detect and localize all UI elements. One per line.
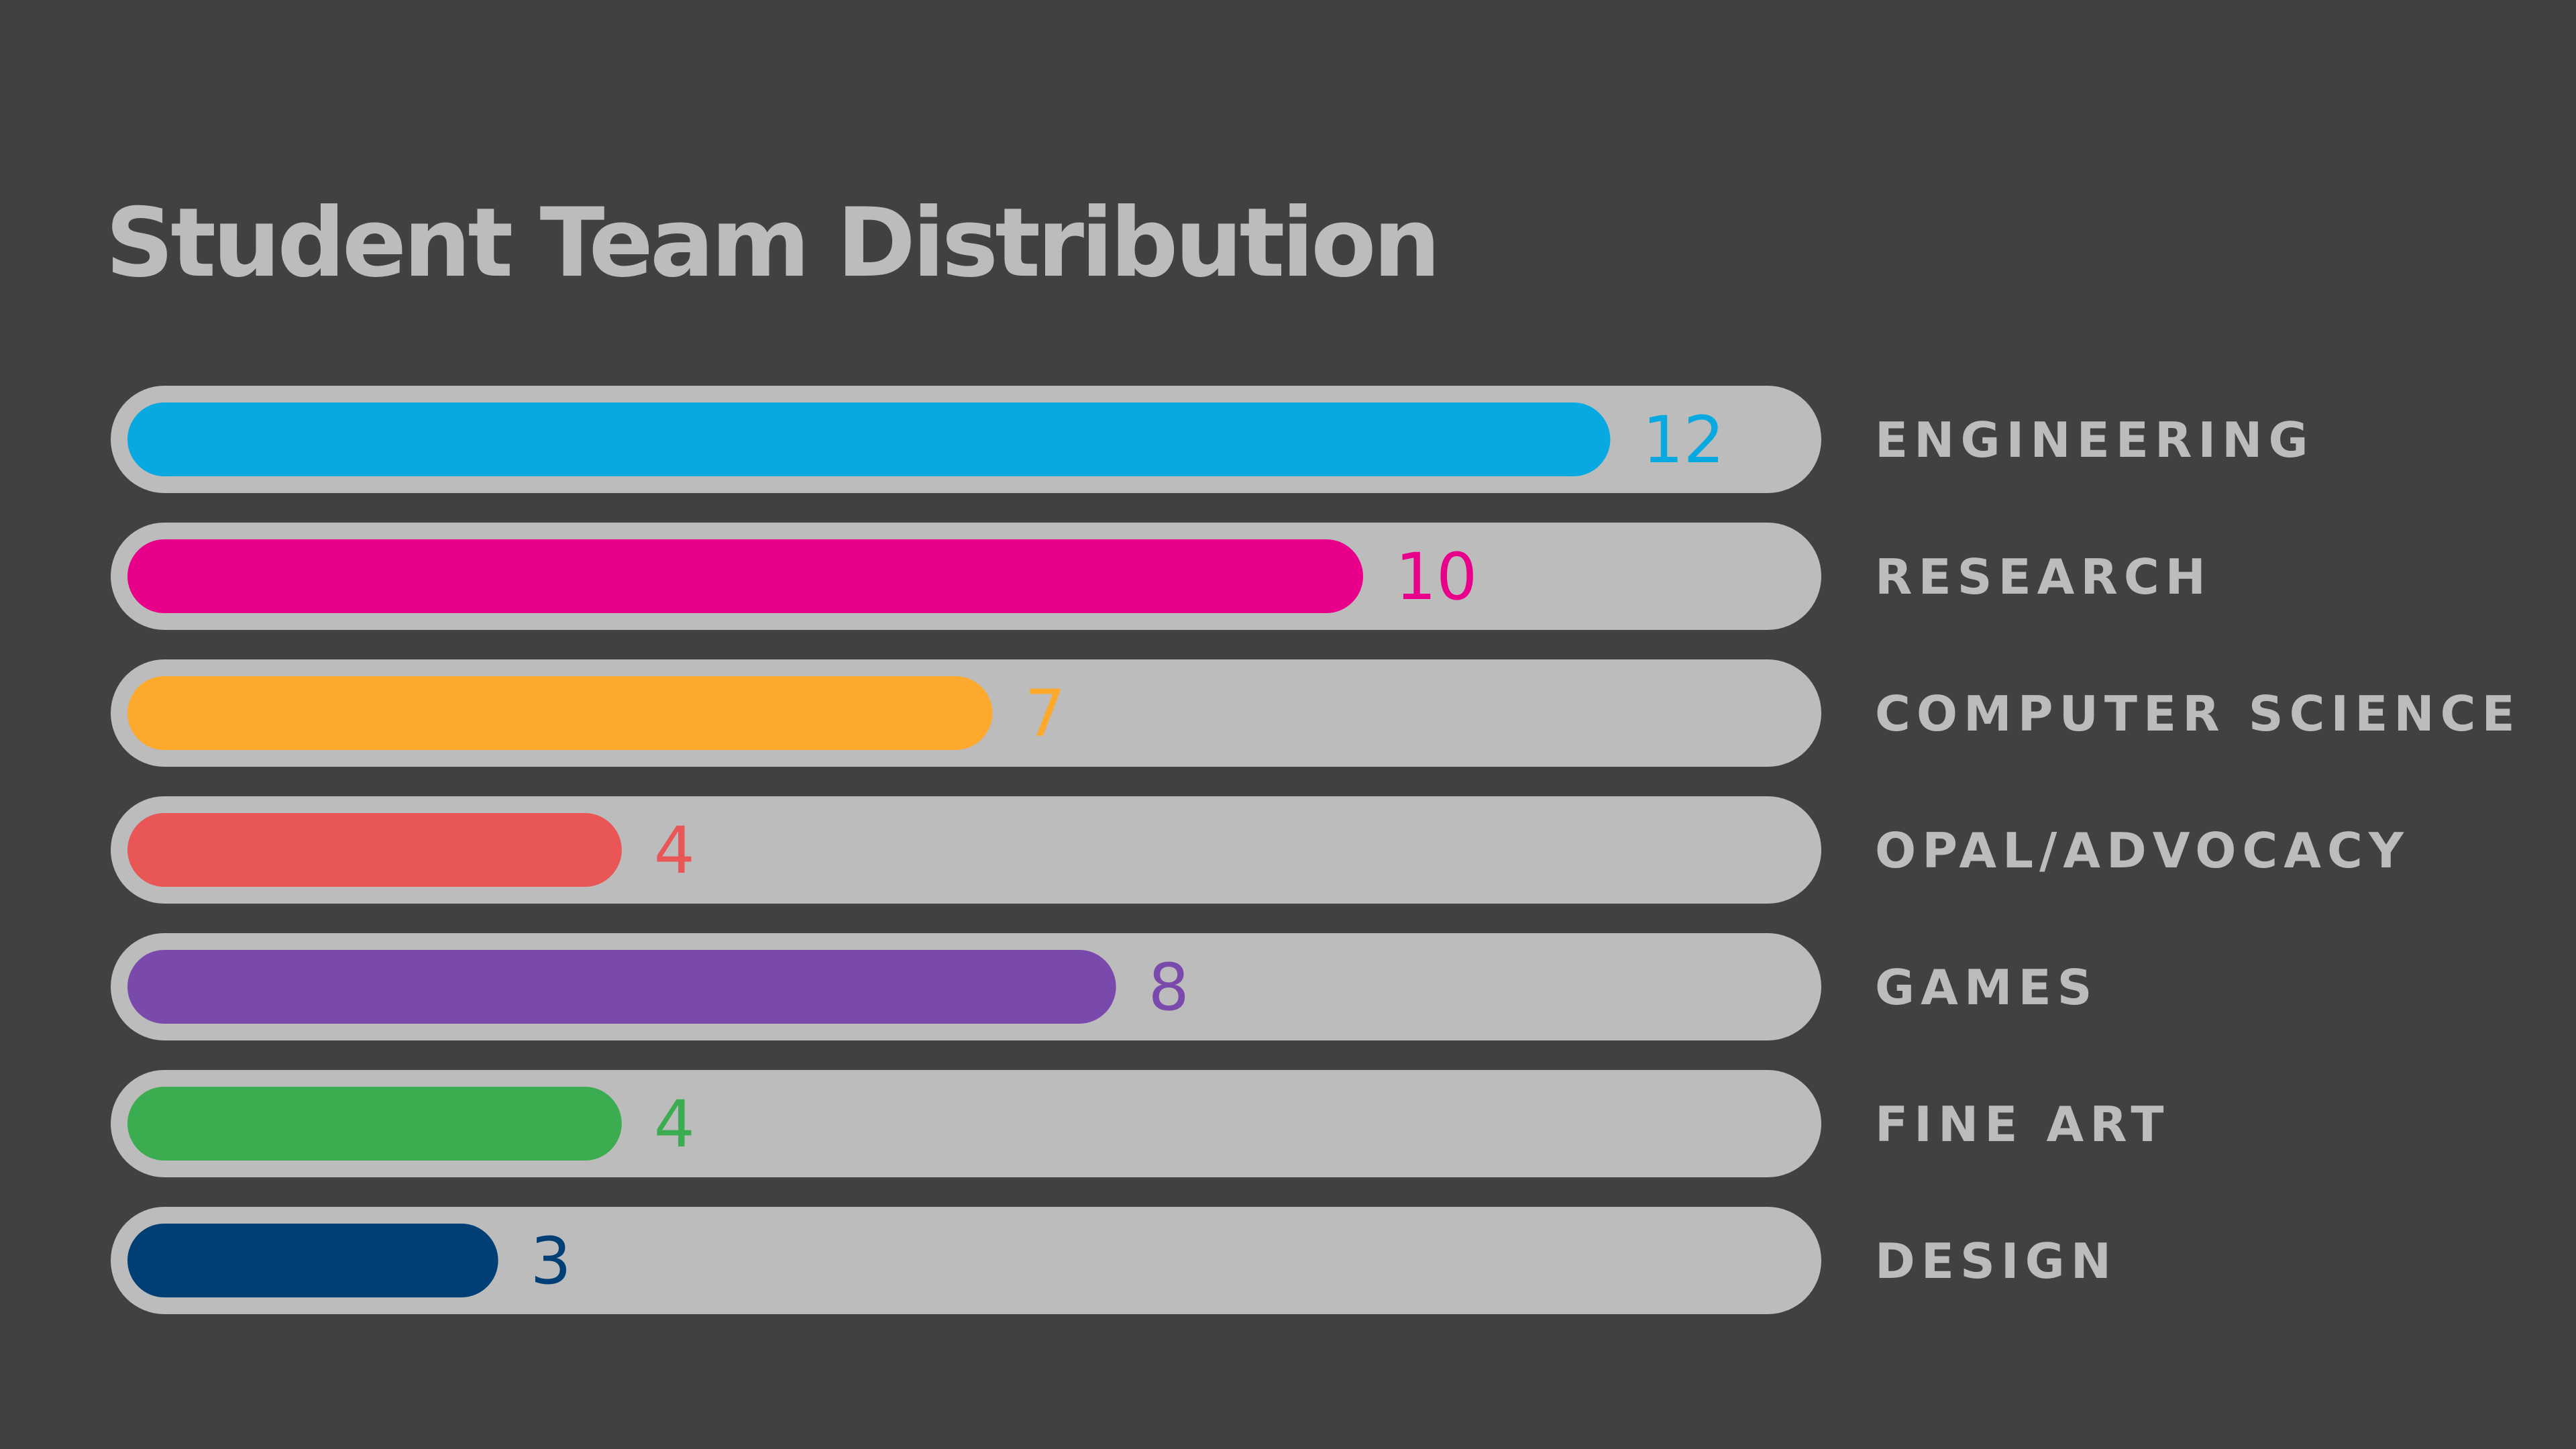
bar-row: 10 RESEARCH [111,523,2212,630]
bar-value-label: 4 [654,1087,695,1162]
bar-value-label: 7 [1024,676,1065,751]
category-label: DESIGN [1875,1233,2117,1289]
bar-fill [127,813,622,887]
category-label: ENGINEERING [1875,412,2314,468]
bar-row: 7 COMPUTER SCIENCE [111,659,2521,767]
bar-value-label: 4 [654,813,695,888]
bar-row: 12 ENGINEERING [111,386,2314,493]
bar-fill [127,402,1611,476]
bar-value-label: 12 [1642,402,1724,478]
bar-value-label: 8 [1148,950,1189,1025]
bar-row: 4 FINE ART [111,1070,2170,1177]
bar-fill [127,676,993,750]
bar-value-label: 10 [1395,539,1477,614]
category-label: GAMES [1875,959,2098,1016]
bar-fill [127,1087,622,1161]
bar-fill [127,950,1116,1024]
category-label: OPAL/ADVOCACY [1875,822,2410,879]
bar-value-label: 3 [531,1224,572,1299]
bar-row: 4 OPAL/ADVOCACY [111,796,2410,904]
bar-row: 3 DESIGN [111,1207,2117,1314]
bar-track [111,1207,1821,1314]
bar-row: 8 GAMES [111,933,2098,1040]
chart-title: Student Team Distribution [105,188,1441,299]
category-label: RESEARCH [1875,549,2212,605]
bar-fill [127,1224,498,1297]
category-label: COMPUTER SCIENCE [1875,686,2521,742]
bar-fill [127,539,1363,613]
category-label: FINE ART [1875,1096,2170,1152]
